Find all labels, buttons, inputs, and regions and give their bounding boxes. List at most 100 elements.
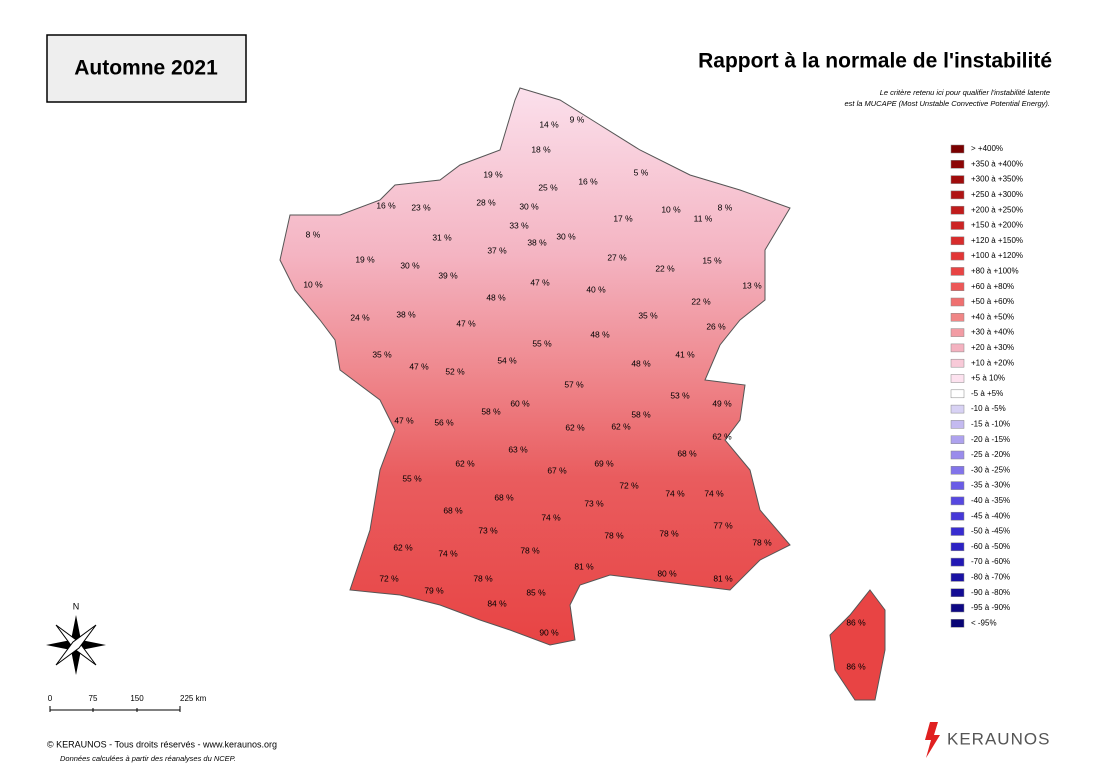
- department-label: 47 %: [456, 318, 476, 328]
- legend-swatch: [950, 343, 965, 353]
- legend-swatch: [950, 481, 965, 490]
- department-label: 62 %: [712, 431, 732, 441]
- legend-swatch: [950, 236, 965, 246]
- scale-label: 150: [130, 694, 144, 703]
- department-label: 63 %: [508, 444, 528, 454]
- legend-swatch: [950, 175, 965, 184]
- department-label: 78 %: [659, 528, 679, 538]
- legend-swatch: [950, 557, 965, 567]
- department-label: 77 %: [713, 520, 733, 530]
- legend-label: -45 à -40%: [971, 511, 1010, 520]
- department-label: 8 %: [306, 229, 321, 239]
- department-label: 25 %: [538, 182, 558, 192]
- legend-swatch: [950, 588, 965, 597]
- department-label: 62 %: [393, 542, 413, 552]
- legend-label: +10 à +20%: [971, 358, 1014, 367]
- legend-swatch: [950, 251, 965, 261]
- department-label: 31 %: [432, 232, 452, 242]
- legend-swatch: [950, 404, 965, 414]
- legend-swatch: [950, 542, 965, 552]
- corsica: [829, 589, 886, 701]
- department-label: 84 %: [487, 598, 507, 608]
- department-label: 55 %: [402, 473, 422, 483]
- department-label: 78 %: [604, 530, 624, 540]
- scale-label: 225 km: [180, 694, 207, 703]
- subtitle: Le critère retenu ici pour qualifier l'i…: [880, 88, 1050, 97]
- legend-label: +150 à +200%: [971, 221, 1023, 230]
- department-label: 5 %: [634, 167, 649, 177]
- legend-label: +350 à +400%: [971, 159, 1023, 168]
- copyright: © KERAUNOS - Tous droits réservés - www.…: [47, 739, 277, 749]
- department-label: 81 %: [574, 561, 594, 571]
- department-label: 81 %: [713, 573, 733, 583]
- legend-label: -80 à -70%: [971, 573, 1010, 582]
- legend-label: +50 à +60%: [971, 297, 1014, 306]
- department-label: 41 %: [675, 349, 695, 359]
- legend-swatch: [950, 450, 965, 460]
- department-label: 62 %: [455, 458, 475, 468]
- department-label: 26 %: [706, 321, 726, 331]
- department-label: 74 %: [704, 488, 724, 498]
- department-label: 48 %: [486, 292, 506, 302]
- department-label: 19 %: [355, 254, 375, 264]
- legend-label: -30 à -25%: [971, 465, 1010, 474]
- legend-swatch: [950, 511, 965, 521]
- logo-bolt: [925, 722, 940, 758]
- legend-label: < -95%: [971, 618, 997, 627]
- department-label: 69 %: [594, 458, 614, 468]
- department-label: 78 %: [520, 545, 540, 555]
- department-label: 48 %: [590, 329, 610, 339]
- department-label: 74 %: [438, 548, 458, 558]
- legend-swatch: [950, 374, 965, 383]
- department-label: 24 %: [350, 312, 370, 322]
- department-label: 90 %: [539, 627, 559, 637]
- department-label: 38 %: [527, 237, 547, 247]
- department-label: 40 %: [586, 284, 606, 294]
- department-label: 49 %: [712, 398, 732, 408]
- department-label: 22 %: [655, 263, 675, 273]
- department-label: 60 %: [510, 398, 530, 408]
- department-label: 79 %: [424, 585, 444, 595]
- legend-swatch: [950, 527, 965, 536]
- department-label: 13 %: [742, 280, 762, 290]
- france: [279, 87, 791, 646]
- department-label: 16 %: [376, 200, 396, 210]
- legend-swatch: [950, 297, 965, 307]
- season: Automne 2021: [74, 57, 218, 80]
- legend-swatch: [950, 358, 965, 368]
- department-label: 67 %: [547, 465, 567, 475]
- source: Données calculées à partir des réanalyse…: [60, 754, 236, 763]
- department-label: 10 %: [303, 279, 323, 289]
- department-label: 22 %: [691, 296, 711, 306]
- legend-label: +5 à 10%: [971, 374, 1005, 383]
- department-label: 14 %: [539, 119, 559, 129]
- legend-label: -70 à -60%: [971, 557, 1010, 566]
- department-label: 80 %: [657, 568, 677, 578]
- department-label: 54 %: [497, 355, 517, 365]
- legend-swatch: [950, 282, 965, 291]
- department-label: 74 %: [665, 488, 685, 498]
- department-label: 55 %: [532, 338, 552, 348]
- legend-label: +120 à +150%: [971, 236, 1023, 245]
- legend-label: +200 à +250%: [971, 205, 1023, 214]
- department-label: 27 %: [607, 252, 627, 262]
- department-label: 15 %: [702, 255, 722, 265]
- legend-swatch: [950, 435, 965, 444]
- department-label: 16 %: [578, 176, 598, 186]
- department-label: 28 %: [476, 197, 496, 207]
- department-label: 47 %: [409, 361, 429, 371]
- legend-label: -20 à -15%: [971, 435, 1010, 444]
- scale-bar: [49, 706, 181, 712]
- department-label: 58 %: [481, 406, 501, 416]
- department-label: 35 %: [638, 310, 658, 320]
- season-box: [46, 34, 247, 103]
- department-label: 86 %: [846, 617, 866, 627]
- legend-swatch: [950, 160, 965, 169]
- department-label: 8 %: [718, 202, 733, 212]
- legend-label: +60 à +80%: [971, 282, 1014, 291]
- legend-swatch: [950, 573, 965, 582]
- department-label: 10 %: [661, 204, 681, 214]
- department-label: 72 %: [379, 573, 399, 583]
- legend-swatch: [950, 267, 965, 276]
